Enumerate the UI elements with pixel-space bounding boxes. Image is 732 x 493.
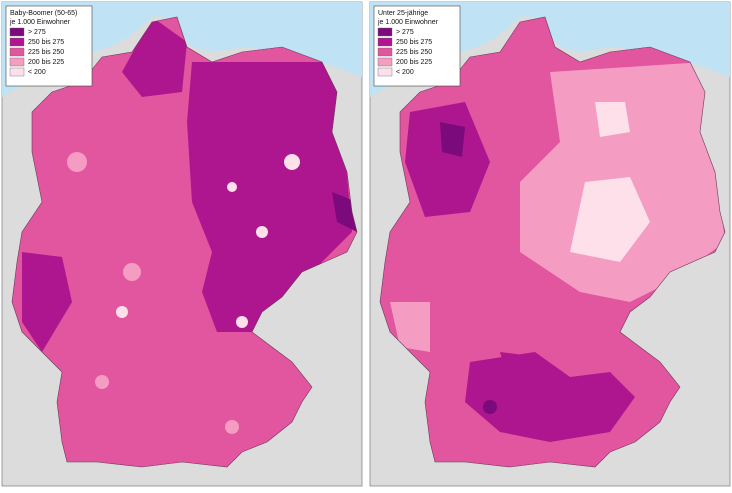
- legend-label: > 275: [28, 29, 46, 36]
- border: [379, 16, 726, 468]
- legend-subtitle: je 1.000 Einwohner: [9, 19, 71, 26]
- region: [570, 177, 650, 262]
- region: [225, 420, 239, 434]
- map-panel: Baby-Boomer (50-65) je 1.000 Einwohner > 2…: [1, 1, 363, 487]
- region: [227, 182, 237, 192]
- legend-label: 250 bis 275: [28, 39, 64, 46]
- legend-label: 200 bis 225: [28, 59, 64, 66]
- legend-swatch: [9, 27, 25, 37]
- region: [440, 122, 465, 157]
- region: [390, 302, 430, 352]
- region: [405, 102, 490, 217]
- legend-swatch: [377, 57, 393, 67]
- border: [11, 16, 358, 468]
- region: [22, 252, 72, 352]
- legend-swatch: [9, 57, 25, 67]
- districts: [12, 17, 357, 467]
- legend-swatch: [9, 67, 25, 77]
- legend-title: Baby-Boomer (50-65): [10, 10, 77, 17]
- region: [595, 102, 630, 137]
- legend-title: Unter 25-jährige: [378, 10, 428, 17]
- region: [95, 375, 109, 389]
- legend-label: < 200: [396, 69, 414, 76]
- legend-label: 200 bis 225: [396, 59, 432, 66]
- legend-swatch: [9, 47, 25, 57]
- region: [187, 62, 352, 332]
- region: [500, 352, 545, 387]
- legend-subtitle: je 1.000 Einwohner: [377, 19, 439, 26]
- region: [236, 316, 248, 328]
- legend-label: 250 bis 275: [396, 39, 432, 46]
- region: [67, 152, 87, 172]
- legend-swatch: [9, 37, 25, 47]
- districts: [380, 17, 725, 467]
- region: [123, 263, 141, 281]
- legend-label: 225 bis 250: [28, 49, 64, 56]
- legend: Unter 25-jährige je 1.000 Einwohner > 275 2…: [373, 5, 461, 87]
- region: [483, 400, 497, 414]
- region: [116, 306, 128, 318]
- legend: Baby-Boomer (50-65) je 1.000 Einwohner > 2…: [5, 5, 93, 87]
- region: [284, 154, 300, 170]
- legend-swatch: [377, 27, 393, 37]
- region: [122, 17, 187, 97]
- legend-swatch: [377, 47, 393, 57]
- legend-swatch: [377, 67, 393, 77]
- legend-swatch: [377, 37, 393, 47]
- region: [256, 226, 268, 238]
- map-panel: Unter 25-jährige je 1.000 Einwohner > 275 2…: [369, 1, 731, 487]
- legend-label: 225 bis 250: [396, 49, 432, 56]
- legend-label: < 200: [28, 69, 46, 76]
- legend-label: > 275: [396, 29, 414, 36]
